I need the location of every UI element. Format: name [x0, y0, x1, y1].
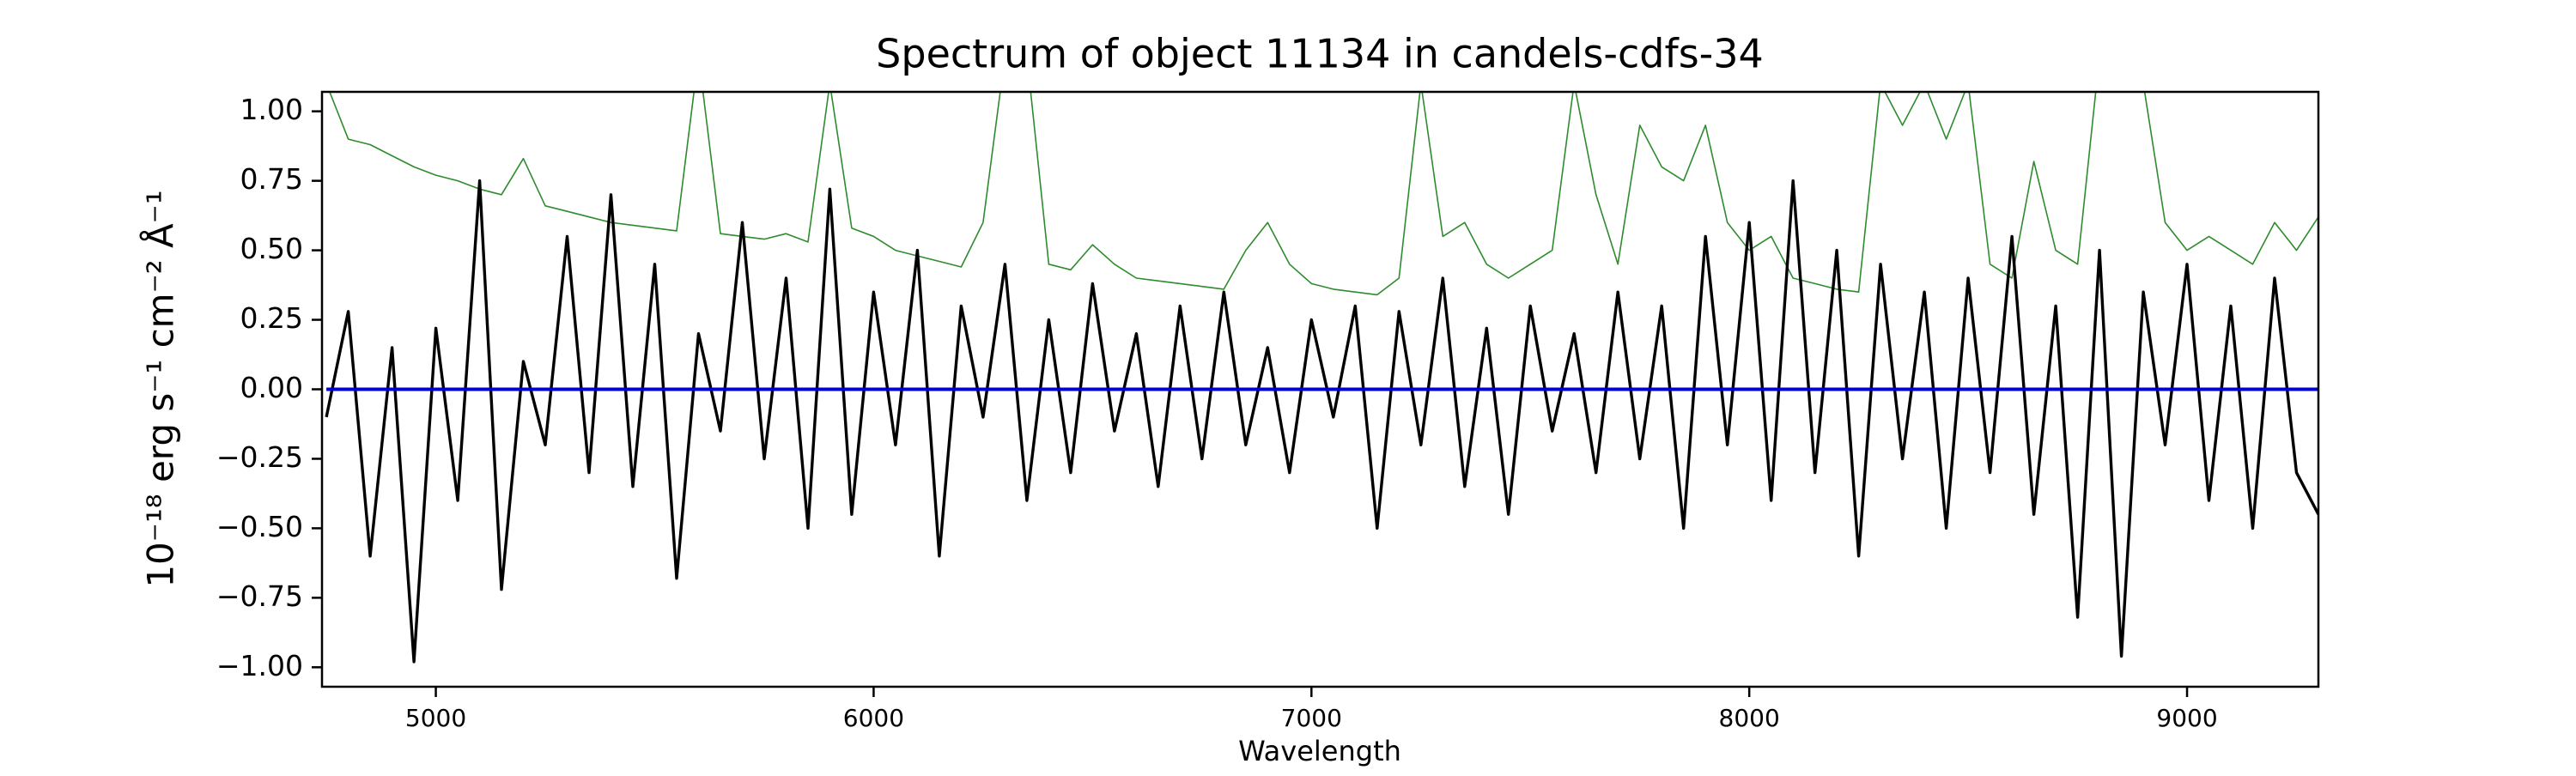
spectrum-line: [329, 92, 2318, 296]
y-tick-label: 1.00: [240, 93, 303, 126]
plot-area: [325, 92, 2318, 664]
x-tick-label: 9000: [2156, 704, 2217, 732]
y-axis-label: 10⁻¹⁸ erg s⁻¹ cm⁻² Å⁻¹: [139, 190, 182, 587]
y-tick-label: 0.00: [240, 371, 303, 404]
y-tick-label: 0.50: [240, 232, 303, 265]
chart-title: Spectrum of object 11134 in candels-cdfs…: [876, 31, 1764, 77]
y-tick-label: −0.50: [216, 510, 303, 543]
x-axis-label: Wavelength: [1238, 735, 1401, 767]
y-tick-label: −1.00: [216, 649, 303, 682]
y-tick-label: −0.25: [216, 440, 303, 474]
y-tick-label: 0.25: [240, 301, 303, 335]
x-tick-label: 8000: [1719, 704, 1780, 732]
spectrum-line: [325, 179, 2318, 664]
x-tick-label: 7000: [1281, 704, 1342, 732]
y-tick-label: 0.75: [240, 162, 303, 196]
x-tick-label: 5000: [405, 704, 466, 732]
y-tick-label: −0.75: [216, 579, 303, 613]
x-tick-label: 6000: [843, 704, 904, 732]
